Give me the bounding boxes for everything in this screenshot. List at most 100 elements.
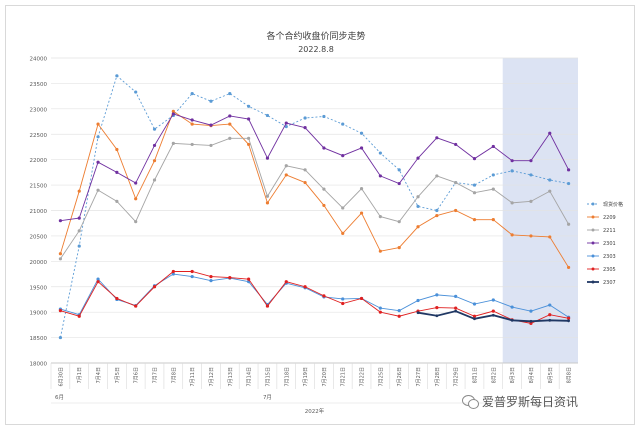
data-point [359, 131, 364, 135]
data-point [171, 109, 175, 113]
month-label: 6月 [55, 394, 64, 401]
series-line [60, 137, 569, 260]
data-point [548, 313, 552, 317]
data-point [529, 234, 533, 238]
data-point [567, 319, 570, 323]
data-point [284, 280, 288, 284]
x-tick-label: 7月22日 [360, 367, 366, 387]
data-point [134, 197, 138, 201]
x-tick-label: 7月11日 [190, 367, 196, 387]
data-point [548, 131, 552, 135]
data-point [472, 218, 477, 222]
legend-marker [591, 280, 595, 284]
data-point [566, 168, 571, 172]
data-point [435, 293, 439, 297]
data-point [209, 123, 213, 127]
data-point [247, 277, 251, 281]
y-tick-label: 24000 [30, 57, 48, 63]
series-2305 [58, 269, 571, 325]
data-point [359, 146, 364, 150]
y-tick-label: 19500 [30, 285, 48, 291]
x-tick-label: 7月5日 [115, 367, 121, 383]
data-point [566, 265, 571, 270]
data-point [397, 220, 401, 224]
data-point [397, 181, 401, 186]
data-point [529, 173, 533, 177]
data-point [322, 187, 326, 191]
data-point [58, 309, 63, 313]
x-tick-label: 8月8日 [567, 367, 573, 383]
data-point [397, 314, 401, 318]
data-point [510, 201, 514, 205]
x-tick-label: 7月4日 [96, 367, 102, 383]
data-point [228, 122, 232, 126]
data-point [265, 201, 270, 205]
chart-subtitle: 2022.8.8 [298, 45, 334, 54]
data-point [96, 280, 100, 284]
data-point [510, 318, 514, 322]
y-tick-label: 18000 [30, 362, 48, 368]
data-point [115, 74, 119, 78]
data-point [247, 104, 251, 108]
data-point [529, 319, 533, 323]
data-point [359, 296, 364, 301]
data-point [322, 294, 326, 298]
data-point [322, 114, 326, 119]
data-point [209, 143, 213, 148]
data-point [510, 233, 514, 237]
x-tick-label: 7月18日 [284, 367, 290, 387]
data-point [190, 122, 194, 126]
watermark-text: 爱普罗斯每日资讯 [482, 394, 579, 409]
data-point [171, 141, 175, 145]
legend-label: 2303 [603, 254, 616, 260]
data-point [566, 181, 571, 186]
data-point [96, 122, 100, 126]
data-point [435, 208, 439, 213]
y-tick-label: 20500 [30, 234, 48, 240]
legend-item: 2303 [587, 254, 616, 260]
data-point [416, 204, 420, 209]
chart-frame: 各个合约收盘价同步走势 2022.8.8 18000 18500 19000 1950… [5, 5, 635, 425]
x-tick-label: 7月20日 [322, 367, 328, 387]
data-point [171, 272, 175, 276]
data-point [548, 235, 552, 239]
watermark: 爱普罗斯每日资讯 [462, 392, 578, 410]
data-point [454, 309, 458, 313]
data-point [341, 206, 345, 210]
legend-item: 2211 [587, 228, 616, 234]
data-point [134, 181, 138, 185]
data-point [209, 279, 213, 283]
legend-label: 现货价格 [603, 201, 623, 208]
legend-marker [591, 215, 595, 219]
data-point [96, 160, 100, 164]
x-tick-label: 8月1日 [472, 367, 478, 383]
data-point [472, 314, 477, 318]
x-tick-label: 7月1日 [77, 367, 83, 383]
data-point [341, 154, 345, 158]
data-point [473, 317, 476, 321]
data-point [378, 310, 382, 314]
x-tick-label: 8月5日 [548, 367, 554, 383]
series-2307 [416, 309, 570, 323]
data-point [228, 114, 232, 118]
data-point [397, 168, 401, 172]
data-point [359, 211, 364, 215]
data-point [416, 225, 420, 229]
data-point [416, 311, 420, 315]
data-point [454, 208, 458, 213]
data-point [152, 178, 157, 182]
data-point [152, 159, 157, 163]
data-point [247, 136, 251, 140]
legend-label: 2209 [603, 215, 616, 221]
data-point [190, 269, 194, 274]
data-point [510, 169, 514, 173]
data-point [58, 335, 63, 340]
data-point [529, 321, 533, 325]
legend-marker [591, 241, 595, 245]
x-tick-label: 7月8日 [171, 367, 177, 383]
year-label: 2022年 [305, 407, 325, 415]
x-tick-label: 7月15日 [265, 367, 271, 387]
x-tick-label: 7月14日 [247, 367, 253, 387]
series-line [59, 110, 569, 268]
data-point [378, 174, 382, 178]
